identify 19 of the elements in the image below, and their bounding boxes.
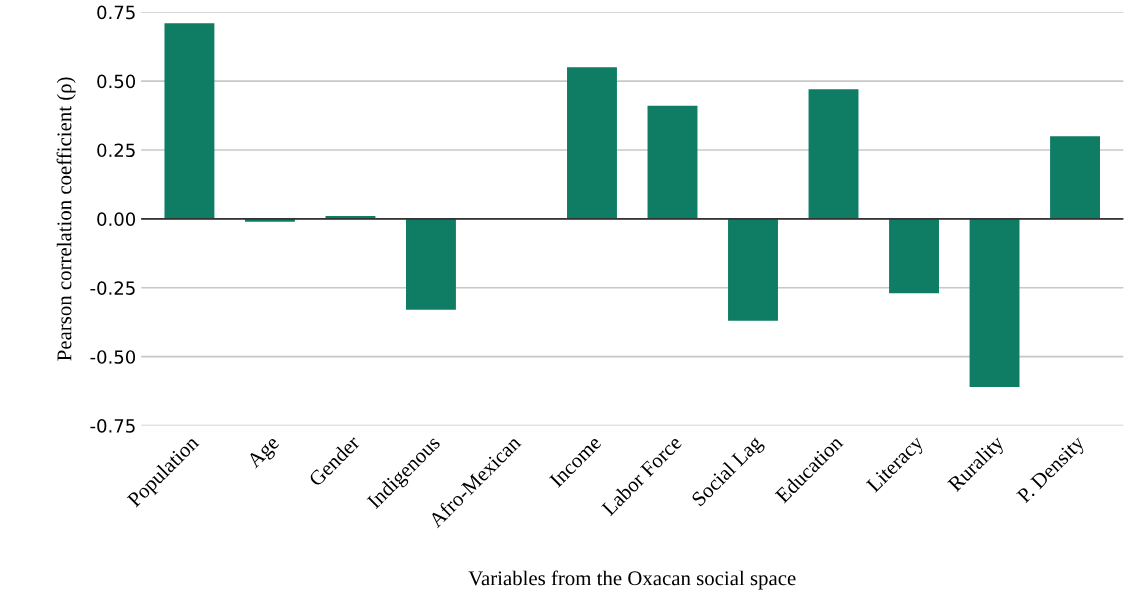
y-tick-label: 0.50 xyxy=(97,74,136,89)
y-tick-label: 0.00 xyxy=(97,212,136,226)
bar xyxy=(969,218,1020,388)
bar xyxy=(808,89,859,219)
bar xyxy=(164,23,215,219)
bar xyxy=(406,218,456,310)
bar xyxy=(647,105,698,219)
x-axis-title: Variables from the Oxacan social space xyxy=(468,570,796,590)
y-tick-label: -0.75 xyxy=(90,419,135,433)
y-tick-label: -0.25 xyxy=(90,281,135,295)
y-tick-label: -0.50 xyxy=(90,350,136,364)
bar xyxy=(728,218,778,321)
y-axis-title: Pearson correlation coefficient (ρ) xyxy=(56,77,76,361)
x-tick-label: Age xyxy=(246,434,283,472)
y-tick-label: 0.75 xyxy=(97,5,135,20)
bar xyxy=(1050,136,1101,219)
bar xyxy=(567,67,617,219)
bar xyxy=(889,218,939,294)
y-tick-label: 0.25 xyxy=(97,143,135,158)
